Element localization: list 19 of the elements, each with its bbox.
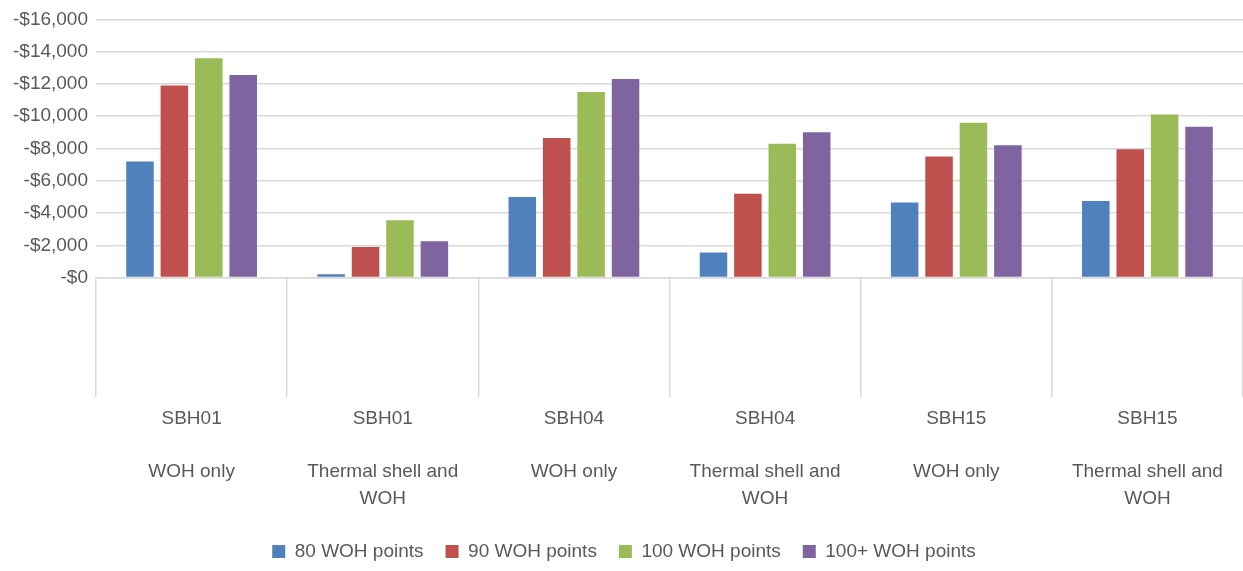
- legend-label: 100+ WOH points: [825, 539, 976, 561]
- y-tick-label: -$0: [60, 265, 89, 287]
- category-label: SBH15 WOH only: [912, 407, 1000, 482]
- y-tick-label: -$6,000: [23, 169, 89, 191]
- category-label: SBH04 WOH only: [530, 407, 618, 482]
- category-label: SBH15 Thermal shell and WOH: [1071, 407, 1223, 508]
- y-tick-label: -$8,000: [23, 136, 89, 158]
- y-tick-label: -$14,000: [12, 39, 89, 61]
- category-label: SBH01 WOH only: [148, 407, 235, 482]
- legend-label: 80 WOH points: [294, 539, 424, 561]
- y-tick-label: -$16,000: [12, 7, 89, 29]
- legend-label: 100 WOH points: [641, 539, 781, 561]
- y-tick-label: -$12,000: [12, 72, 89, 94]
- y-tick-label: -$10,000: [12, 104, 89, 126]
- legend-label: 90 WOH points: [468, 539, 597, 561]
- category-label: SBH04 Thermal shell and WOH: [689, 407, 841, 508]
- category-label: SBH01 Thermal shell and WOH: [307, 407, 459, 508]
- y-tick-label: -$2,000: [23, 233, 89, 255]
- y-tick-label: -$4,000: [23, 201, 89, 223]
